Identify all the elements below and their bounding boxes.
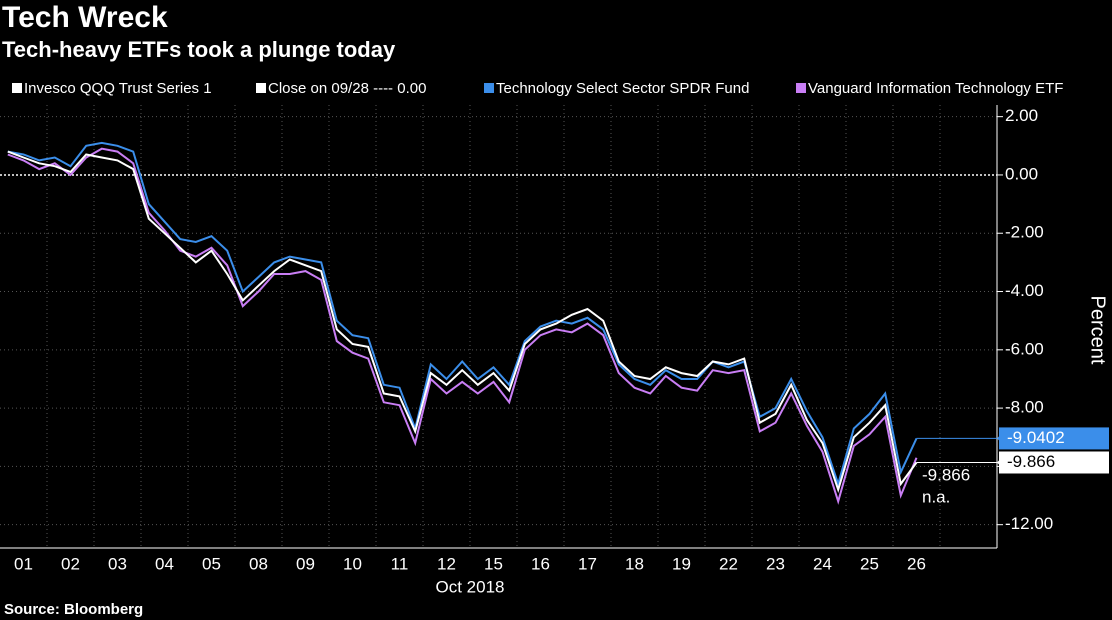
y-tick-label: 2.00 (1005, 106, 1038, 125)
x-tick-label: 19 (672, 554, 691, 573)
annotation: -9.866 (922, 465, 970, 484)
legend-swatch (256, 83, 266, 93)
source: Source: Bloomberg (4, 601, 143, 618)
series-line (7, 141, 918, 488)
y-tick-label: -2.00 (1005, 223, 1044, 242)
legend-label: Invesco QQQ Trust Series 1 (24, 80, 212, 97)
x-tick-label: 25 (860, 554, 879, 573)
x-tick-label: 10 (343, 554, 362, 573)
chart-title: Tech Wreck (2, 1, 168, 34)
end-label: -9.0402 (1007, 428, 1065, 447)
x-tick-label: 22 (719, 554, 738, 573)
chart-subtitle: Tech-heavy ETFs took a plunge today (2, 37, 396, 62)
series-line (7, 150, 918, 494)
legend-label: Vanguard Information Technology ETF (808, 80, 1063, 97)
y-axis-label: Percent (1087, 296, 1109, 365)
x-tick-label: 16 (531, 554, 550, 573)
x-tick-label: 01 (14, 554, 33, 573)
end-label-pointer (997, 430, 1005, 447)
x-tick-label: 23 (766, 554, 785, 573)
legend-swatch (484, 83, 494, 93)
end-label-box (999, 427, 1109, 450)
x-tick-label: 12 (437, 554, 456, 573)
x-tick-label: 17 (578, 554, 597, 573)
x-tick-label: 02 (61, 554, 80, 573)
end-label-box (999, 451, 1109, 474)
y-tick-label: -12.00 (1005, 514, 1053, 533)
x-tick-label: 15 (484, 554, 503, 573)
x-tick-label: 26 (907, 554, 926, 573)
x-tick-label: 18 (625, 554, 644, 573)
legend-swatch (796, 83, 806, 93)
end-label: -9.866 (1007, 452, 1055, 471)
x-tick-label: 03 (108, 554, 127, 573)
x-tick-label: 11 (391, 554, 409, 573)
x-axis-label: Oct 2018 (436, 577, 505, 596)
end-label-pointer (997, 454, 1005, 471)
legend-swatch (12, 83, 22, 93)
annotation: n.a. (922, 487, 950, 506)
legend-label: Close on 09/28 ---- 0.00 (268, 80, 426, 97)
x-tick-label: 05 (202, 554, 221, 573)
y-tick-label: 0.00 (1005, 164, 1038, 183)
x-tick-label: 24 (813, 554, 832, 573)
x-tick-label: 08 (249, 554, 268, 573)
y-tick-label: -8.00 (1005, 398, 1044, 417)
x-tick-label: 09 (296, 554, 315, 573)
legend-label: Technology Select Sector SPDR Fund (496, 80, 749, 97)
y-tick-label: -4.00 (1005, 281, 1044, 300)
x-tick-label: 04 (155, 554, 174, 573)
y-tick-label: -6.00 (1005, 339, 1044, 358)
series-line (7, 147, 918, 505)
